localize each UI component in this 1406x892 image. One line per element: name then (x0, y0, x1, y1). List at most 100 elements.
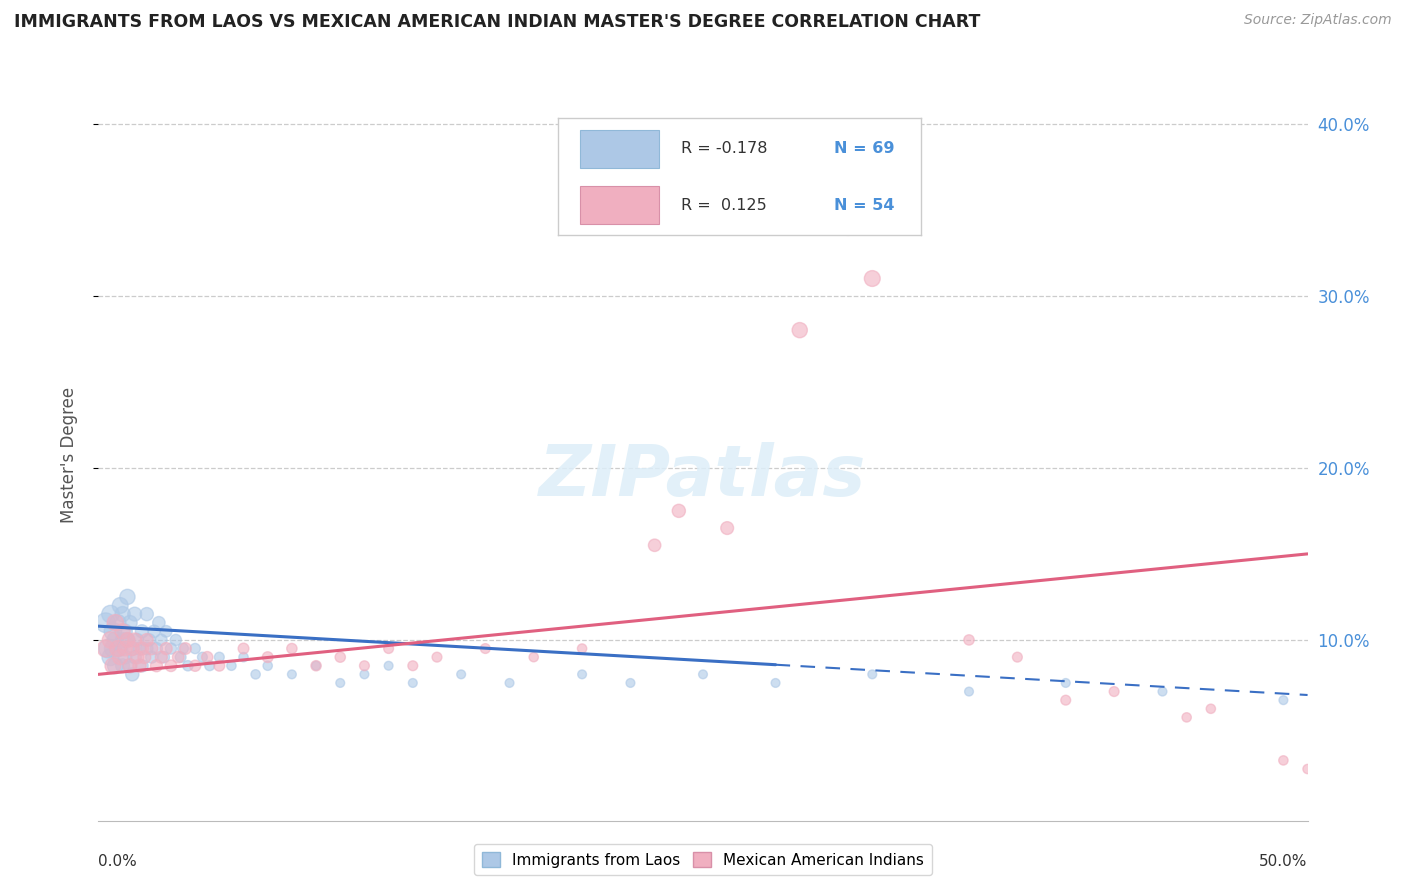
Point (177, 658, 200, 673)
Point (131, 624, 153, 639)
Point (138, 632, 160, 647)
Point (860, 667, 883, 681)
Point (143, 624, 166, 639)
Point (128, 658, 150, 673)
Point (152, 650, 174, 665)
Point (118, 658, 141, 673)
Point (377, 641, 399, 656)
Bar (579, 186, 659, 224)
Point (245, 667, 267, 681)
Point (101, 624, 124, 639)
Point (169, 650, 191, 665)
Text: N = 54: N = 54 (834, 197, 894, 212)
Point (117, 590, 139, 604)
Point (1007, 650, 1029, 665)
Point (111, 607, 134, 621)
Point (160, 658, 183, 673)
Point (402, 676, 425, 690)
Point (118, 615, 141, 630)
Point (837, 219, 859, 234)
Point (94, 615, 117, 630)
Point (111, 632, 134, 647)
Point (716, 521, 738, 535)
Point (232, 650, 254, 665)
Point (1296, 762, 1319, 776)
Point (135, 632, 157, 647)
Point (1272, 693, 1295, 707)
Point (1272, 753, 1295, 767)
Point (150, 650, 173, 665)
Point (644, 538, 666, 552)
Y-axis label: Master's Degree: Master's Degree (59, 387, 77, 523)
Point (155, 641, 177, 656)
Point (100, 632, 122, 647)
Point (108, 650, 131, 665)
Point (117, 632, 139, 647)
Point (221, 658, 243, 673)
Point (104, 632, 127, 647)
Point (329, 650, 352, 665)
Point (184, 641, 207, 656)
Point (94, 641, 117, 656)
Point (127, 632, 149, 647)
Point (1054, 693, 1077, 707)
Text: N = 69: N = 69 (834, 142, 894, 156)
Point (329, 676, 352, 690)
Point (141, 641, 163, 656)
Point (141, 650, 163, 665)
Text: R = -0.178: R = -0.178 (682, 142, 768, 156)
Point (198, 658, 221, 673)
Point (150, 632, 173, 647)
Point (107, 641, 129, 656)
Point (523, 650, 546, 665)
Point (101, 641, 124, 656)
Point (104, 615, 127, 630)
Point (100, 607, 122, 621)
Point (256, 658, 278, 673)
Point (155, 624, 177, 639)
Text: 50.0%: 50.0% (1260, 854, 1308, 869)
Text: IMMIGRANTS FROM LAOS VS MEXICAN AMERICAN INDIAN MASTER'S DEGREE CORRELATION CHAR: IMMIGRANTS FROM LAOS VS MEXICAN AMERICAN… (14, 13, 980, 31)
Point (305, 658, 328, 673)
Point (101, 658, 124, 673)
Point (474, 641, 496, 656)
Point (256, 650, 278, 665)
Point (281, 667, 304, 681)
Point (571, 641, 593, 656)
Point (1199, 702, 1222, 716)
Point (765, 676, 787, 690)
Point (135, 607, 157, 621)
Point (305, 658, 328, 673)
Point (208, 650, 231, 665)
Point (498, 676, 520, 690)
Text: 0.0%: 0.0% (98, 854, 138, 869)
Point (172, 641, 194, 656)
Point (118, 658, 141, 673)
Point (353, 658, 375, 673)
Point (692, 667, 714, 681)
Text: ZIPatlas: ZIPatlas (540, 442, 866, 511)
Point (124, 607, 146, 621)
Point (135, 641, 157, 656)
Point (184, 658, 207, 673)
Point (145, 658, 167, 673)
Point (121, 667, 143, 681)
Point (114, 641, 136, 656)
Point (167, 650, 190, 665)
Point (148, 615, 170, 630)
Text: Source: ZipAtlas.com: Source: ZipAtlas.com (1244, 13, 1392, 28)
Point (111, 624, 134, 639)
Point (619, 676, 641, 690)
Point (108, 599, 131, 613)
Point (124, 632, 146, 647)
Legend: Immigrants from Laos, Mexican American Indians: Immigrants from Laos, Mexican American I… (474, 844, 932, 875)
Point (402, 658, 425, 673)
Point (121, 641, 143, 656)
Point (114, 650, 136, 665)
Point (195, 650, 218, 665)
Point (100, 650, 122, 665)
Point (191, 650, 214, 665)
Point (377, 658, 399, 673)
Point (1102, 684, 1125, 698)
Point (789, 323, 811, 337)
